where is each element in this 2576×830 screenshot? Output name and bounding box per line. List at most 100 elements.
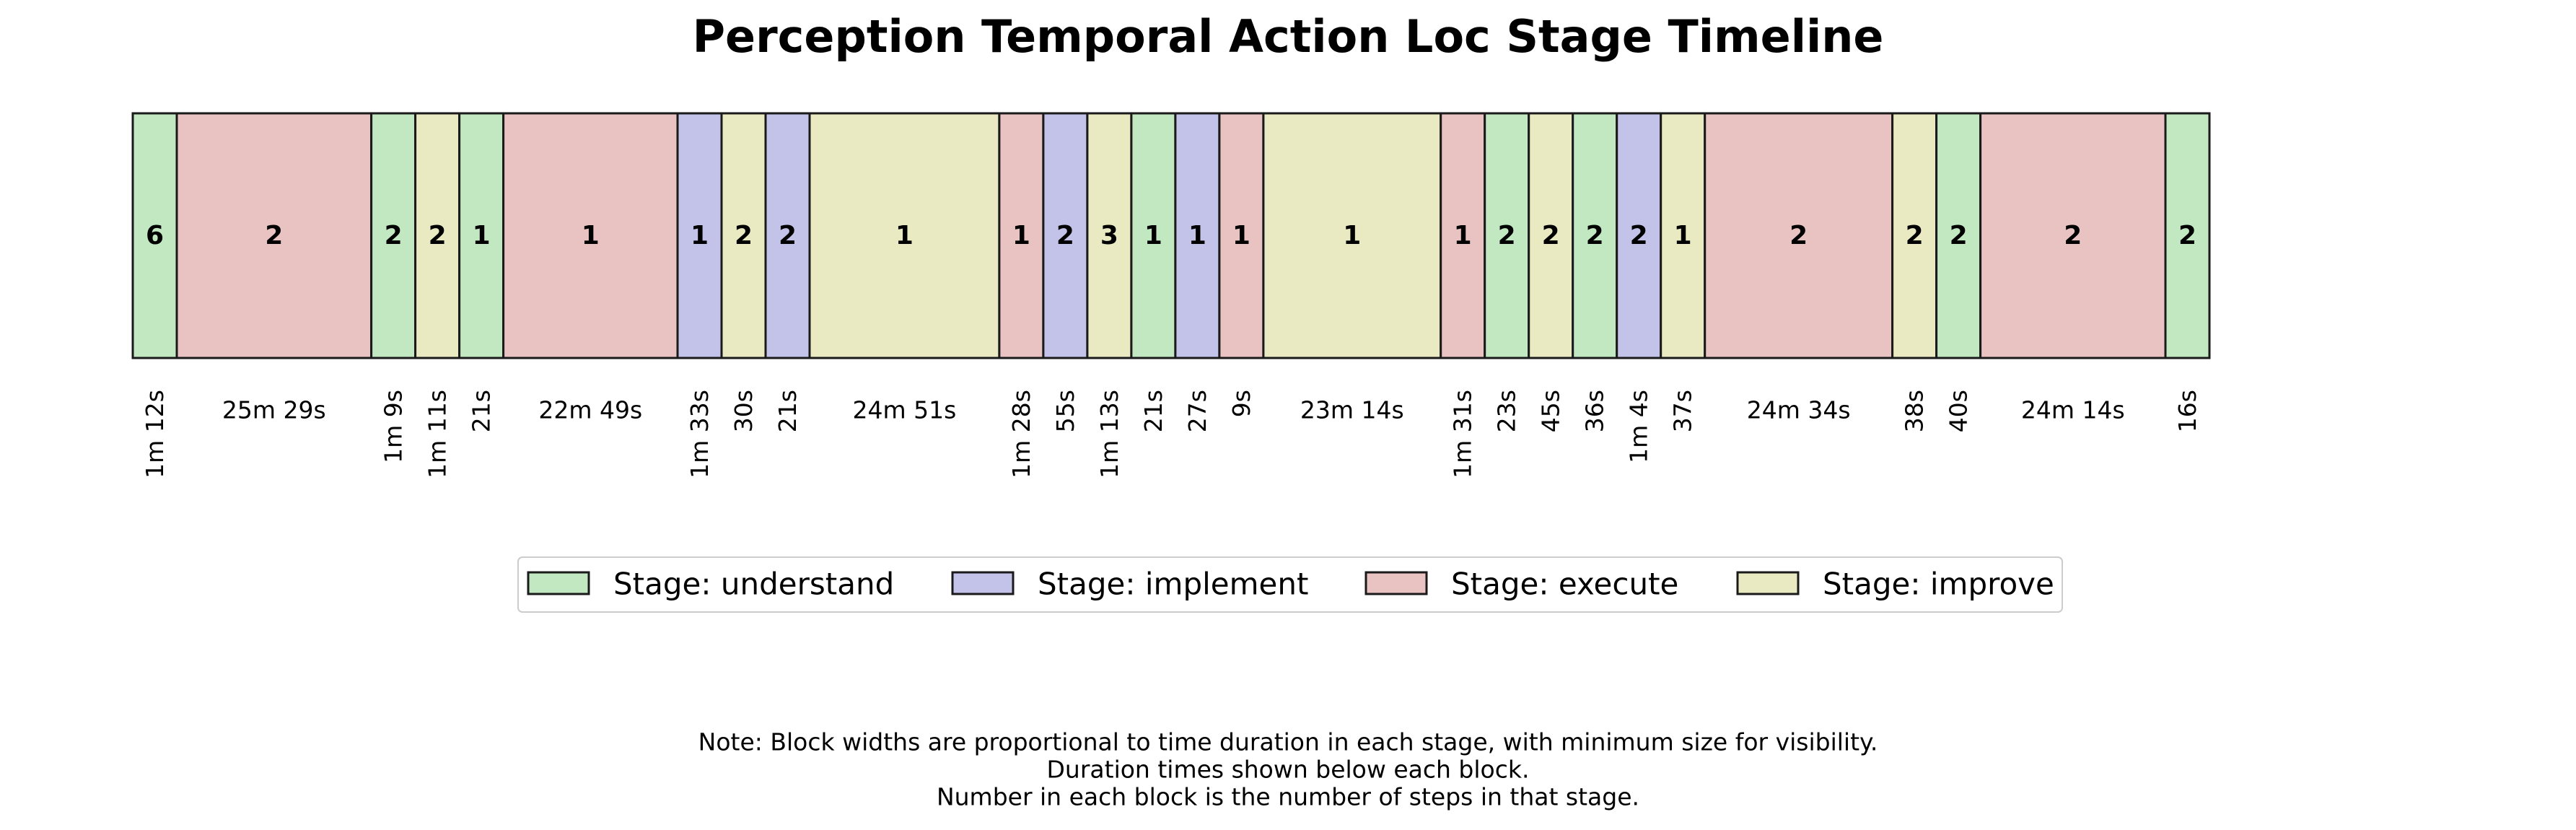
timeline-block: 2 1m 9s <box>370 112 417 463</box>
step-count-label: 2 <box>1950 221 1968 250</box>
timeline-block: 1 27s <box>1174 112 1221 432</box>
timeline-blocks: 6 1m 12s 2 25m 29s 2 1m 9s 2 1m 11s 1 21s 1 22m 49s… <box>131 112 2211 479</box>
stage-block-implement <box>1042 112 1089 359</box>
timeline-block: 2 25m 29s <box>175 112 373 424</box>
duration-label: 30s <box>730 390 758 432</box>
duration-label: 1m 28s <box>1007 390 1035 479</box>
stage-block-improve <box>1528 112 1574 359</box>
duration-label: 36s <box>1581 390 1609 432</box>
timeline-block: 2 23s <box>1484 112 1530 432</box>
stage-block-improve <box>1891 112 1938 359</box>
legend-entry-execute: Stage: execute <box>1364 567 1678 602</box>
timeline-block: 1 21s <box>1130 112 1177 432</box>
step-count-label: 2 <box>1906 221 1924 250</box>
step-count-label: 2 <box>1498 221 1516 250</box>
stage-block-understand <box>2164 112 2211 359</box>
legend-frame <box>517 556 2063 613</box>
stage-block-implement <box>676 112 723 359</box>
duration-label: 22m 49s <box>538 396 642 424</box>
duration-label: 1m 9s <box>380 390 408 463</box>
step-count-label: 1 <box>473 221 491 250</box>
step-count-label: 2 <box>1056 221 1074 250</box>
duration-label: 1m 31s <box>1449 390 1477 479</box>
step-count-label: 2 <box>735 221 753 250</box>
step-count-label: 2 <box>1789 221 1808 250</box>
legend-entry-implement: Stage: implement <box>951 567 1308 602</box>
timeline-block: 2 1m 4s <box>1616 112 1662 463</box>
stage-block-execute <box>502 112 679 359</box>
duration-label: 1m 12s <box>141 390 169 479</box>
timeline-block: 2 36s <box>1572 112 1618 432</box>
duration-label: 24m 51s <box>853 396 957 424</box>
stage-block-understand <box>1484 112 1530 359</box>
stage-block-improve <box>1086 112 1133 359</box>
stage-block-understand <box>1130 112 1177 359</box>
stage-block-improve <box>720 112 767 359</box>
stage-block-improve <box>808 112 1001 359</box>
stage-block-improve <box>1262 112 1442 359</box>
legend-entry-improve: Stage: improve <box>1736 567 2054 602</box>
stage-block-execute <box>1440 112 1486 359</box>
step-count-label: 1 <box>1144 221 1162 250</box>
duration-label: 38s <box>1901 390 1929 432</box>
stage-block-improve <box>1660 112 1707 359</box>
stage-block-understand <box>370 112 417 359</box>
stage-block-implement <box>1616 112 1662 359</box>
timeline-block: 2 16s <box>2164 112 2211 432</box>
step-count-label: 2 <box>1630 221 1648 250</box>
duration-label: 1m 13s <box>1095 390 1123 479</box>
timeline-block: 1 23m 14s <box>1262 112 1442 424</box>
legend-label: Stage: implement <box>1038 567 1308 602</box>
step-count-label: 2 <box>429 221 447 250</box>
duration-label: 21s <box>468 390 496 432</box>
timeline-block: 1 24m 51s <box>808 112 1001 424</box>
footnote-line: Number in each block is the number of st… <box>937 783 1639 811</box>
duration-label: 1m 33s <box>685 390 714 479</box>
duration-label: 40s <box>1945 390 1973 432</box>
step-count-label: 1 <box>895 221 914 250</box>
timeline-block: 2 45s <box>1528 112 1574 432</box>
duration-label: 27s <box>1183 390 1212 432</box>
footnote: Note: Block widths are proportional to t… <box>698 728 1878 811</box>
timeline-block: 2 1m 11s <box>414 112 461 479</box>
timeline-block: 2 24m 14s <box>1979 112 2167 424</box>
footnote-line: Note: Block widths are proportional to t… <box>698 728 1878 756</box>
timeline-block: 1 1m 33s <box>676 112 723 479</box>
duration-label: 21s <box>774 390 802 432</box>
legend-swatch <box>951 571 1015 595</box>
stage-block-execute <box>175 112 373 359</box>
timeline-block: 2 24m 34s <box>1704 112 1894 424</box>
stage-block-understand <box>131 112 178 359</box>
step-count-label: 1 <box>691 221 709 250</box>
step-count-label: 1 <box>1674 221 1692 250</box>
legend: Stage: understand Stage: implement Stage: … <box>517 556 2063 613</box>
timeline-block: 1 21s <box>458 112 505 432</box>
stage-block-execute <box>1979 112 2167 359</box>
chart-title: Perception Temporal Action Loc Stage Tim… <box>693 10 1884 63</box>
stage-block-execute <box>1218 112 1265 359</box>
legend-swatch <box>1736 571 1800 595</box>
stage-block-understand <box>458 112 505 359</box>
duration-label: 24m 14s <box>2021 396 2125 424</box>
timeline-block: 1 1m 28s <box>998 112 1045 479</box>
timeline-block: 2 30s <box>720 112 767 432</box>
timeline-block: 1 37s <box>1660 112 1707 432</box>
step-count-label: 1 <box>1343 221 1361 250</box>
timeline-block: 1 22m 49s <box>502 112 679 424</box>
duration-label: 21s <box>1139 390 1167 432</box>
timeline-block: 2 38s <box>1891 112 1938 432</box>
step-count-label: 1 <box>582 221 600 250</box>
duration-label: 37s <box>1669 390 1697 432</box>
timeline-block: 2 55s <box>1042 112 1089 432</box>
legend-swatch <box>527 571 590 595</box>
legend-label: Stage: improve <box>1823 567 2054 602</box>
duration-label: 23s <box>1493 390 1521 432</box>
timeline-block: 2 21s <box>764 112 811 432</box>
legend-swatch <box>1364 571 1428 595</box>
step-count-label: 1 <box>1012 221 1030 250</box>
duration-label: 25m 29s <box>222 396 326 424</box>
timeline-block: 1 1m 31s <box>1440 112 1486 479</box>
timeline-block: 1 9s <box>1218 112 1265 417</box>
step-count-label: 2 <box>1542 221 1560 250</box>
